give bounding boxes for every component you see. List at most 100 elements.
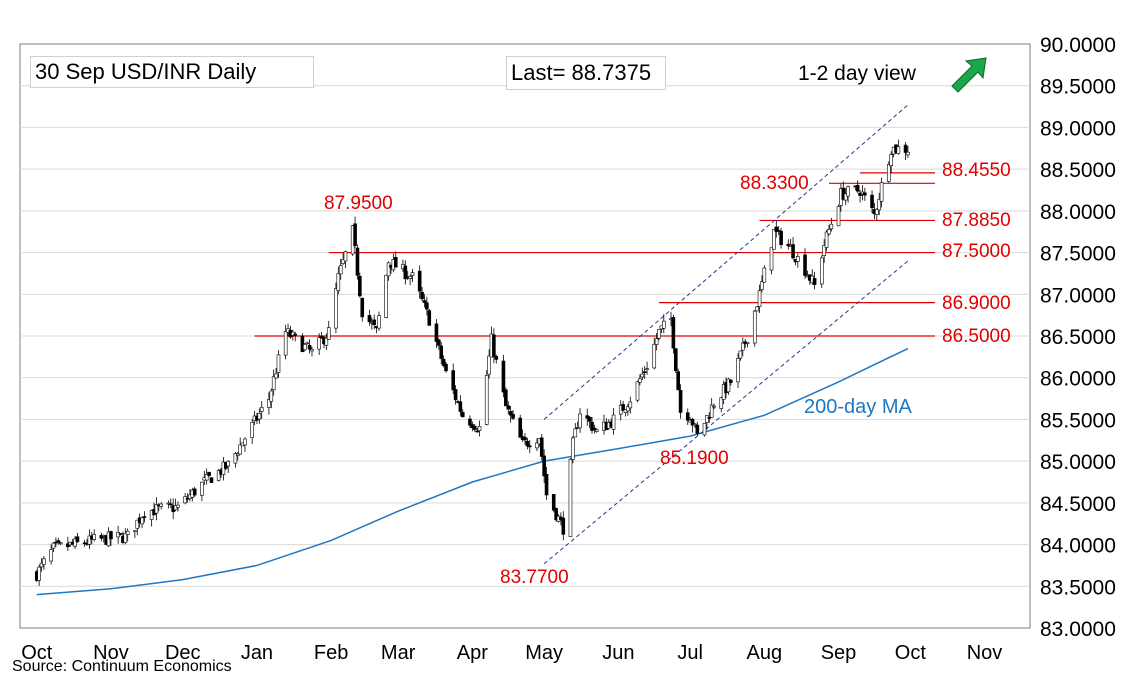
candle-body: [274, 373, 278, 379]
candle-body: [705, 415, 709, 423]
y-tick-label: 85.5000: [1040, 409, 1116, 432]
candle-body: [216, 470, 221, 481]
candle-body: [508, 411, 513, 416]
candle-body: [417, 270, 422, 292]
candle-body: [640, 373, 645, 378]
up-arrow-icon: [951, 57, 987, 93]
candle-body: [578, 413, 582, 429]
candle-body: [690, 419, 695, 426]
candle-body: [774, 226, 779, 232]
candle-body: [791, 244, 795, 259]
candle-body: [410, 272, 415, 276]
last-price: Last= 88.7375: [511, 60, 652, 85]
candle-body: [243, 438, 247, 446]
candle-body: [353, 223, 357, 246]
candle-body: [896, 146, 901, 154]
candle-body: [712, 405, 716, 408]
candle-body: [592, 427, 597, 430]
candle-body: [590, 421, 594, 431]
candle-body: [769, 247, 774, 271]
x-tick-label: Jun: [602, 642, 634, 664]
candle-body: [58, 542, 63, 545]
level-label: 86.9000: [942, 293, 1011, 314]
x-tick-label: Dec: [165, 642, 201, 664]
candle-body: [573, 428, 578, 438]
candle-body: [259, 406, 264, 412]
candlestick-series: [34, 139, 910, 586]
candle-body: [729, 379, 733, 383]
candle-body: [355, 247, 360, 276]
candle-body: [702, 422, 707, 436]
candle-body: [492, 334, 496, 357]
candle-body: [738, 350, 743, 359]
candle-body: [317, 337, 321, 350]
candle-body: [307, 345, 312, 350]
candle-body: [123, 533, 128, 543]
candle-body: [642, 371, 647, 373]
level-label: 86.5000: [942, 326, 1011, 347]
candle-body: [645, 368, 649, 370]
y-tick-label: 88.5000: [1040, 159, 1116, 182]
candle-body: [685, 412, 690, 421]
candle-body: [209, 477, 214, 483]
y-tick-label: 83.0000: [1040, 618, 1116, 641]
annotation-label: 85.1900: [660, 448, 729, 469]
candle-body: [779, 230, 783, 245]
x-tick-label: Jul: [677, 642, 703, 664]
candle-body: [745, 342, 750, 344]
candle-body: [638, 378, 642, 383]
candle-body: [752, 310, 757, 344]
candle-body: [906, 151, 910, 156]
y-tick-label: 84.5000: [1040, 493, 1116, 516]
candle-body: [238, 444, 242, 455]
candle-body: [803, 254, 807, 276]
candle-body: [257, 413, 262, 420]
candle-body: [709, 404, 714, 418]
x-tick-label: Mar: [381, 642, 416, 664]
candle-body: [855, 184, 860, 192]
trend-channel: [543, 104, 909, 565]
candle-body: [889, 154, 893, 167]
ma-200-line: [36, 347, 909, 596]
candle-body: [501, 360, 506, 393]
last-price-box: Last= 88.7375: [506, 56, 666, 90]
candle-body: [367, 315, 372, 323]
candle-body: [726, 378, 731, 393]
x-tick-label: Jan: [241, 642, 273, 664]
candle-body: [207, 471, 211, 476]
candle-body: [384, 274, 388, 318]
chart-title: 30 Sep USD/INR Daily: [35, 59, 257, 84]
candle-body: [377, 315, 381, 329]
candle-body: [595, 429, 599, 432]
candle-body: [571, 437, 575, 460]
channel-upper: [543, 104, 909, 420]
candle-body: [142, 516, 147, 518]
candle-body: [755, 306, 759, 312]
candle-body: [154, 504, 159, 514]
candle-body: [439, 345, 444, 359]
candle-body: [336, 273, 341, 291]
candle-body: [66, 543, 70, 548]
candle-body: [523, 437, 527, 441]
candle-body: [504, 389, 508, 407]
candle-body: [676, 371, 680, 391]
candle-body: [527, 445, 532, 448]
candle-body: [267, 399, 271, 408]
candle-body: [587, 416, 592, 422]
candle-body: [458, 401, 463, 412]
candle-body: [506, 405, 511, 410]
ma-200-label: 200-day MA: [804, 396, 912, 418]
candle-body: [740, 342, 745, 351]
y-tick-label: 89.0000: [1040, 117, 1116, 140]
candle-body: [183, 496, 187, 504]
candle-body: [276, 354, 281, 373]
candle-body: [73, 538, 77, 547]
candle-body: [652, 343, 657, 369]
candle-body: [99, 534, 104, 539]
candle-body: [484, 375, 489, 425]
candle-body: [269, 390, 274, 402]
candle-body: [551, 494, 556, 511]
candle-body: [542, 455, 546, 477]
x-axis-labels: Oct Nov Dec Jan Feb Mar Apr May Jun Jul Aug Sep Oct N…: [21, 642, 1002, 664]
